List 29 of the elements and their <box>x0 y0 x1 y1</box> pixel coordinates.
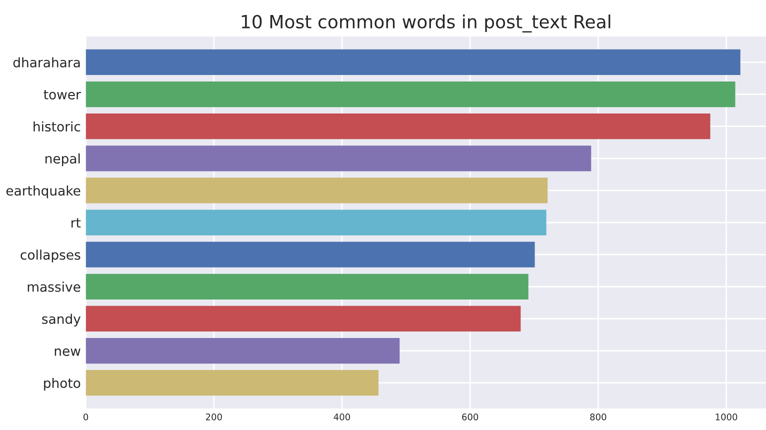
x-tick-label: 800 <box>590 414 606 420</box>
y-tick-label: massive <box>28 282 80 292</box>
y-tick-label: nepal <box>46 153 80 166</box>
bar <box>86 242 535 268</box>
x-tick-label: 600 <box>462 414 478 420</box>
bar <box>86 81 736 108</box>
x-tick-label: 1000 <box>716 414 738 420</box>
bar <box>86 114 710 140</box>
y-tick-label: rt <box>72 218 81 228</box>
y-tick-label: historic <box>34 121 80 132</box>
y-tick-label: earthquake <box>6 185 80 198</box>
bar <box>86 274 528 300</box>
bar <box>86 210 546 236</box>
y-tick-label: new <box>54 348 80 356</box>
x-tick-label: 200 <box>206 414 222 420</box>
y-tick-label: photo <box>44 378 80 391</box>
y-tick-label: tower <box>44 90 81 100</box>
x-tick-label: 0 <box>84 414 88 420</box>
chart-title: 10 Most common words in post_text Real <box>242 14 610 32</box>
bar <box>86 146 592 172</box>
bar <box>86 306 521 332</box>
y-tick-label: sandy <box>42 314 81 326</box>
bar <box>86 49 740 76</box>
y-tick-label: collapses <box>20 250 80 262</box>
bar <box>86 338 400 364</box>
y-tick-label: dharahara <box>13 57 80 68</box>
x-tick-label: 400 <box>334 414 350 420</box>
bar <box>86 370 378 396</box>
bar <box>86 178 548 204</box>
